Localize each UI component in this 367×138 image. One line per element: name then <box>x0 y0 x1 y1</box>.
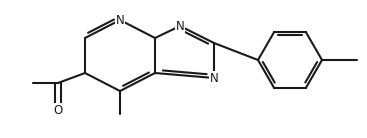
Text: O: O <box>53 104 63 116</box>
Text: N: N <box>210 71 218 84</box>
Text: N: N <box>176 19 184 33</box>
Text: N: N <box>116 14 124 26</box>
